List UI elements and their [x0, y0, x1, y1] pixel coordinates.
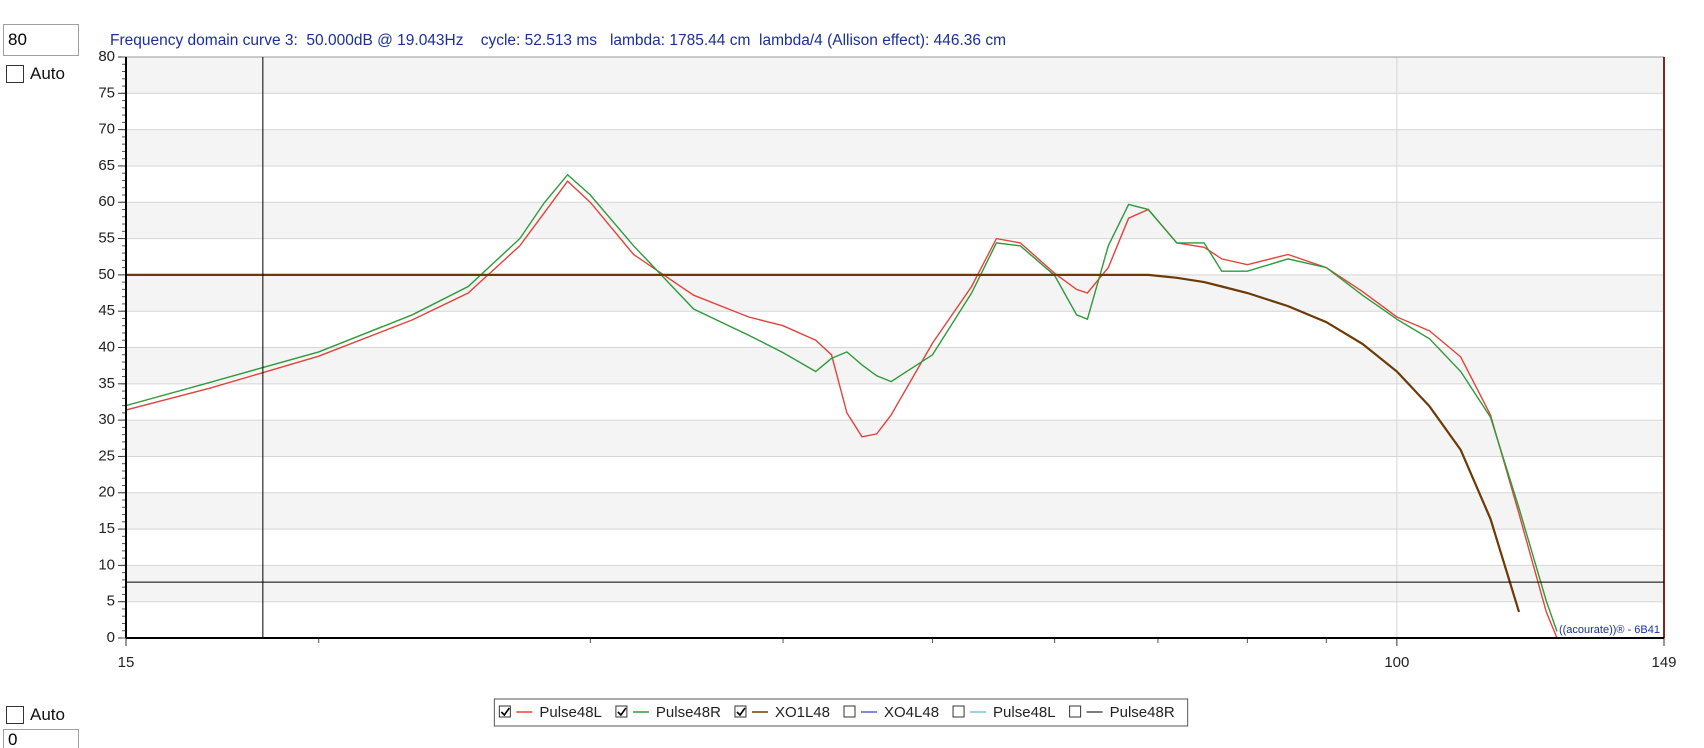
- legend-label: XO1L48: [775, 704, 830, 721]
- legend-checkbox: [615, 705, 628, 718]
- ymax-auto-checkbox[interactable]: [6, 65, 24, 83]
- legend-checkbox: [734, 705, 747, 718]
- legend: Pulse48L Pulse48R XO1L48 XO4L48 Pulse48L Puls…: [493, 698, 1189, 727]
- series-line: [126, 273, 1521, 613]
- y-tick-label: 60: [98, 193, 115, 210]
- legend-checkbox: [1069, 705, 1082, 718]
- legend-label: XO4L48: [884, 704, 939, 721]
- y-tick-label: 40: [98, 338, 115, 355]
- y-tick-label: 5: [107, 593, 115, 610]
- legend-checkmark: [617, 707, 627, 717]
- y-tick-label: 30: [98, 411, 115, 428]
- legend-item[interactable]: Pulse48R: [1069, 704, 1175, 721]
- chart-title: Frequency domain curve 3: 50.000dB @ 19.…: [110, 32, 1006, 49]
- y-tick-label: 80: [98, 48, 115, 65]
- ymax-auto-label: Auto: [30, 64, 65, 83]
- ymin-input[interactable]: 0: [3, 729, 79, 748]
- legend-label: Pulse48R: [1110, 704, 1175, 721]
- ymax-input[interactable]: 80: [3, 24, 79, 56]
- legend-checkmark: [500, 707, 510, 717]
- x-tick-label: 15: [118, 654, 135, 671]
- grid-band: [126, 129, 1664, 166]
- x-tick-label: 149: [1651, 654, 1676, 671]
- legend-label: Pulse48L: [539, 704, 602, 721]
- y-tick-label: 20: [98, 484, 115, 501]
- series-line: [125, 173, 1558, 632]
- legend-checkbox: [843, 705, 856, 718]
- watermark: ((acourate))® - 6B41: [1559, 624, 1660, 636]
- y-tick-label: 25: [98, 447, 115, 464]
- y-tick-label: 45: [98, 302, 115, 319]
- y-tick-label: 50: [98, 266, 115, 283]
- legend-item[interactable]: Pulse48R: [615, 704, 721, 721]
- ymin-auto-checkbox[interactable]: [6, 706, 24, 724]
- y-tick-label: 15: [98, 520, 115, 537]
- legend-item[interactable]: Pulse48L: [952, 704, 1056, 721]
- grid-band: [126, 274, 1664, 312]
- y-tick-label: 70: [98, 121, 115, 138]
- grid-band: [126, 492, 1664, 530]
- grid-band: [126, 347, 1664, 384]
- legend-item[interactable]: XO1L48: [734, 704, 830, 721]
- legend-checkmark: [736, 707, 746, 717]
- legend-item[interactable]: XO4L48: [843, 704, 939, 721]
- y-tick-label: 55: [98, 230, 115, 247]
- legend-label: Pulse48L: [993, 704, 1056, 721]
- ymin-auto-label: Auto: [30, 705, 65, 724]
- grid-band: [126, 202, 1664, 239]
- x-tick-label: 100: [1384, 654, 1409, 671]
- legend-checkbox: [952, 705, 965, 718]
- y-tick-label: 35: [98, 375, 115, 392]
- legend-label: Pulse48R: [656, 704, 721, 721]
- grid-band: [126, 565, 1664, 602]
- y-tick-label: 75: [98, 84, 115, 101]
- y-tick-label: 0: [107, 629, 115, 646]
- y-tick-label: 65: [98, 157, 115, 174]
- grid-band: [126, 420, 1664, 457]
- y-tick-label: 10: [98, 556, 115, 573]
- series-line: [125, 180, 1558, 639]
- legend-checkbox: [498, 705, 511, 718]
- legend-item[interactable]: Pulse48L: [498, 704, 602, 721]
- grid-band: [126, 57, 1664, 94]
